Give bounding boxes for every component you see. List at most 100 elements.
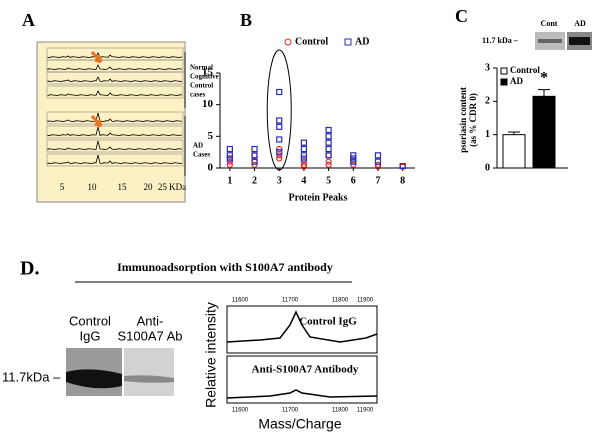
spectra-box (36, 41, 186, 203)
x-tick-label: 1 (227, 175, 232, 186)
point (300, 161, 308, 168)
x-tick-label: 5 (326, 175, 331, 186)
point (276, 149, 283, 156)
x-tick-label: 4 (301, 175, 306, 186)
x-tick-label: 7 (375, 175, 380, 186)
legend-label: AD (355, 36, 369, 47)
y-tick-label: 15 (202, 67, 214, 79)
point (300, 152, 308, 159)
panel-b: B 0 5 10 15 1 2 3 4 5 6 7 8 Protein Peaks Control AD (202, 10, 415, 203)
point (226, 145, 233, 153)
marker-label: 11.7 kDa – (482, 36, 519, 45)
spectrum (226, 389, 378, 399)
trace-frame (46, 153, 184, 167)
trace (47, 112, 183, 122)
point (226, 152, 233, 159)
y-tick-label: 3 (485, 62, 490, 73)
point (325, 158, 332, 165)
point (325, 161, 332, 168)
legend-label: Control (295, 36, 328, 47)
bar (502, 134, 526, 169)
group-label: Cognitive (190, 73, 219, 81)
trace (47, 140, 183, 150)
spectra (46, 47, 184, 167)
x-ticks: 5 10 15 20 25 KDa (60, 182, 186, 192)
panel-c: C Cont AD 11.7 kDa – 0 1 2 3 psoriasin content (a… (455, 6, 592, 173)
trace-frame (46, 111, 184, 125)
x-tick-label: 20 (144, 182, 154, 192)
lane-label: AD (574, 19, 586, 28)
x-tick-label: 11900 (357, 408, 374, 414)
point (226, 155, 233, 162)
trace (47, 64, 183, 70)
lane-label: Cont (541, 19, 558, 28)
x-tick-label: 5 (60, 182, 65, 192)
x-tick-label: 11700 (282, 298, 299, 304)
point (251, 161, 258, 168)
point (300, 145, 308, 153)
lane-label: Anti- (137, 313, 164, 328)
point (276, 117, 283, 124)
trace (47, 154, 183, 164)
band (538, 39, 562, 43)
x-tick-label: 11800 (332, 298, 349, 304)
x-tick-label: 6 (351, 175, 356, 186)
band (569, 37, 590, 45)
point (350, 158, 357, 165)
trace (47, 52, 183, 59)
legend-marker (500, 67, 508, 75)
point (325, 152, 332, 159)
legend-label: AD (510, 76, 523, 86)
annotation: * (540, 70, 548, 87)
lane-label: S100A7 Ab (117, 328, 182, 343)
panel-title: Immunoadsorption with S100A7 antibody (117, 260, 333, 274)
point (226, 158, 233, 165)
point (251, 152, 258, 159)
x-tick-label: 2 (252, 175, 257, 186)
point (300, 139, 308, 146)
x-tick-label: 11800 (332, 408, 349, 414)
y-tick-label: 10 (202, 98, 214, 110)
trace-frame (46, 85, 184, 99)
band (124, 375, 174, 383)
y-axis-label: (as % CDR 0) (468, 93, 478, 147)
point (325, 126, 332, 134)
y-axis-label: Relative intensity (203, 302, 219, 408)
point (350, 161, 357, 168)
spectrum-label: Control IgG (299, 316, 357, 328)
trace (47, 126, 183, 137)
point (374, 161, 382, 168)
panel-label: B (240, 10, 252, 30)
group-label: Normal (190, 64, 213, 72)
error-bar (538, 89, 550, 97)
point (251, 145, 258, 153)
point (350, 152, 357, 159)
trace (47, 90, 183, 96)
marker-label: 11.7kDa – (2, 369, 61, 384)
x-tick-label: 11700 (282, 408, 299, 414)
x-ticks: 11600 11600 11700 11700 11800 11800 11900 11900 (232, 298, 374, 414)
point (300, 163, 308, 170)
band (66, 369, 122, 389)
spectrum-box (226, 355, 378, 404)
trace-frame (46, 125, 184, 139)
legend-marker (284, 38, 292, 46)
point (276, 136, 283, 143)
panel-label: C (455, 6, 468, 26)
point (300, 155, 308, 162)
point (325, 133, 332, 140)
x-tick-label: 11600 (232, 408, 249, 414)
spectrum-label: Anti-S100A7 Antibody (252, 364, 359, 376)
point (276, 155, 283, 162)
point (325, 145, 332, 153)
error-bar (508, 131, 520, 135)
x-tick-label: 25 KDa (158, 182, 186, 192)
x-axis-label: Protein Peaks (289, 192, 348, 203)
highlight (266, 49, 292, 171)
y-tick-label: 0 (485, 162, 490, 173)
group-label: cases (190, 91, 205, 99)
point (251, 158, 258, 165)
arrow (90, 114, 103, 128)
